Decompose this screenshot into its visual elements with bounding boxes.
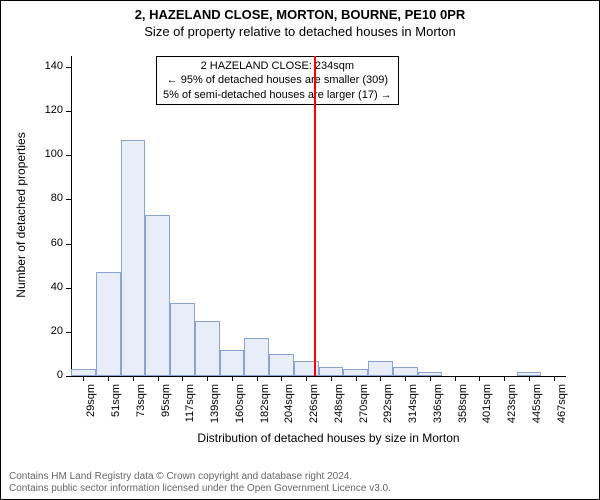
x-tick — [455, 376, 456, 381]
histogram-bar — [244, 338, 269, 376]
x-tick-label: 95sqm — [160, 384, 172, 434]
x-tick — [281, 376, 282, 381]
x-tick — [108, 376, 109, 381]
x-tick — [257, 376, 258, 381]
histogram-bar — [393, 367, 418, 376]
y-tick — [66, 244, 71, 245]
x-tick-label: 270sqm — [358, 384, 370, 434]
y-tick-label: 140 — [33, 60, 63, 72]
x-tick — [331, 376, 332, 381]
annotation-line-1: 2 HAZELAND CLOSE: 234sqm — [163, 59, 392, 73]
y-tick — [66, 199, 71, 200]
histogram-bar — [319, 367, 344, 376]
x-tick — [207, 376, 208, 381]
annotation-line-3: 5% of semi-detached houses are larger (1… — [163, 88, 392, 102]
x-tick — [405, 376, 406, 381]
x-tick — [182, 376, 183, 381]
x-tick-label: 467sqm — [556, 384, 568, 434]
x-tick-label: 182sqm — [259, 384, 271, 434]
x-tick-label: 445sqm — [531, 384, 543, 434]
x-tick-label: 358sqm — [457, 384, 469, 434]
x-tick — [83, 376, 84, 381]
histogram-bar — [96, 272, 121, 376]
y-tick — [66, 67, 71, 68]
y-tick — [66, 332, 71, 333]
annotation-box: 2 HAZELAND CLOSE: 234sqm ← 95% of detach… — [156, 56, 399, 105]
x-tick-label: 51sqm — [110, 384, 122, 434]
x-tick — [479, 376, 480, 381]
x-tick — [529, 376, 530, 381]
histogram-bar — [121, 140, 146, 376]
x-tick-label: 336sqm — [432, 384, 444, 434]
y-tick — [66, 111, 71, 112]
x-tick — [133, 376, 134, 381]
x-tick-label: 117sqm — [184, 384, 196, 434]
histogram-bar — [368, 361, 393, 376]
x-tick-label: 139sqm — [209, 384, 221, 434]
footer-text: Contains HM Land Registry data © Crown c… — [9, 471, 391, 495]
x-axis-line — [71, 376, 566, 377]
y-tick — [66, 376, 71, 377]
y-tick-label: 60 — [33, 237, 63, 249]
x-tick-label: 73sqm — [135, 384, 147, 434]
y-tick — [66, 288, 71, 289]
x-axis-label: Distribution of detached houses by size … — [179, 431, 479, 445]
x-tick-label: 29sqm — [85, 384, 97, 434]
y-tick-label: 80 — [33, 192, 63, 204]
x-tick — [554, 376, 555, 381]
x-tick-label: 226sqm — [308, 384, 320, 434]
x-tick — [158, 376, 159, 381]
x-tick — [504, 376, 505, 381]
y-tick-label: 40 — [33, 281, 63, 293]
chart-title: 2, HAZELAND CLOSE, MORTON, BOURNE, PE10 … — [1, 7, 599, 22]
x-tick — [380, 376, 381, 381]
x-tick-label: 314sqm — [407, 384, 419, 434]
y-tick-label: 120 — [33, 104, 63, 116]
histogram-bar — [269, 354, 294, 376]
y-tick-label: 100 — [33, 148, 63, 160]
histogram-bar — [145, 215, 170, 376]
y-axis-line — [71, 56, 72, 376]
x-tick-label: 160sqm — [234, 384, 246, 434]
x-tick-label: 248sqm — [333, 384, 345, 434]
annotation-line-2: ← 95% of detached houses are smaller (30… — [163, 73, 392, 87]
y-tick — [66, 155, 71, 156]
chart-container: 2, HAZELAND CLOSE, MORTON, BOURNE, PE10 … — [0, 0, 600, 500]
y-tick-label: 0 — [33, 369, 63, 381]
x-tick-label: 204sqm — [283, 384, 295, 434]
y-axis-label: Number of detached properties — [14, 125, 28, 305]
x-tick — [232, 376, 233, 381]
footer-line-2: Contains public sector information licen… — [9, 483, 391, 495]
histogram-bar — [195, 321, 220, 376]
x-tick — [356, 376, 357, 381]
footer-line-1: Contains HM Land Registry data © Crown c… — [9, 471, 391, 483]
histogram-bar — [220, 350, 245, 376]
reference-line — [314, 56, 316, 376]
y-tick-label: 20 — [33, 325, 63, 337]
x-tick-label: 423sqm — [506, 384, 518, 434]
chart-subtitle: Size of property relative to detached ho… — [1, 24, 599, 39]
x-tick-label: 292sqm — [382, 384, 394, 434]
x-tick-label: 401sqm — [481, 384, 493, 434]
histogram-bar — [343, 369, 368, 376]
histogram-bar — [170, 303, 195, 376]
x-tick — [306, 376, 307, 381]
histogram-bar — [71, 369, 96, 376]
x-tick — [430, 376, 431, 381]
